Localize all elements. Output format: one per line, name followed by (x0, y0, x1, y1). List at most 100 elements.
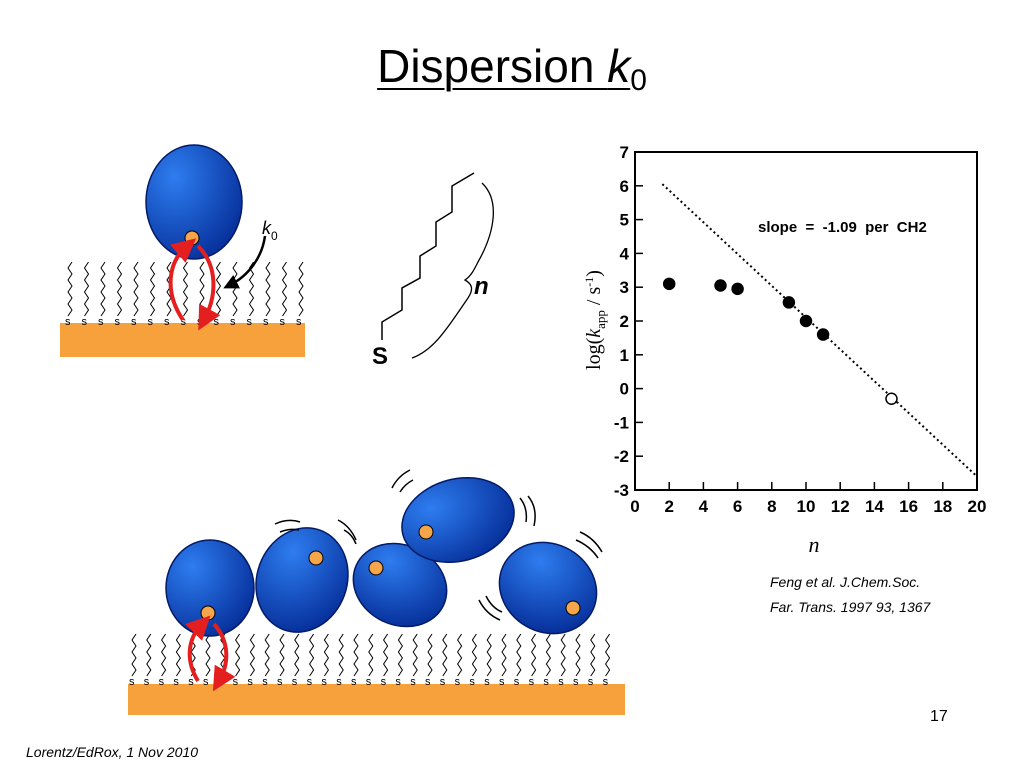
alkyl-chain (160, 633, 167, 677)
anchor-atom: s (484, 676, 490, 688)
protein-bound (165, 539, 255, 637)
anchor-atom: s (588, 676, 594, 688)
alkyl-chain (83, 261, 90, 317)
alkyl-chain (133, 261, 139, 317)
anchor-atom: s (543, 676, 549, 688)
anchor-atom: s (336, 676, 342, 688)
alkyl-chain (146, 633, 152, 677)
electron-transfer-arrow-down (196, 244, 221, 331)
anchor-atom: s (321, 676, 327, 688)
alkyl-chain (381, 172, 475, 340)
alkyl-chain (205, 633, 211, 677)
anchor-atom: s (381, 676, 387, 688)
anchor-atom: s (425, 676, 431, 688)
anchor-atom: s (233, 676, 239, 688)
y-tick-label: 1 (620, 346, 629, 365)
alkyl-chain (471, 633, 478, 677)
y-tick-label: 5 (620, 211, 629, 230)
alkyl-chain (279, 633, 285, 677)
slide-number: 17 (930, 708, 948, 725)
alkyl-chain (382, 633, 389, 677)
alkyl-chain (353, 633, 359, 677)
anchor-atom: s (148, 316, 154, 328)
anchor-atom: s (131, 316, 137, 328)
x-tick-label: 2 (664, 497, 673, 516)
anchor-atom: s (188, 676, 194, 688)
data-point (782, 296, 796, 309)
y-axis-label: log(kapp / s-1) (582, 270, 608, 370)
anchor-atom: s (277, 676, 283, 688)
alkyl-chain (100, 261, 106, 317)
anchor-atom: s (280, 316, 286, 328)
alkyl-chain (182, 261, 189, 317)
data-points (662, 277, 898, 405)
x-tick-label: 20 (968, 497, 987, 516)
substrate-top (60, 323, 305, 357)
slope-annotation: slope = -1.09 per CH2 (758, 219, 927, 236)
x-tick-label: 16 (899, 497, 918, 516)
anchor-atom: s (263, 316, 269, 328)
alkyl-chain (604, 633, 611, 677)
anchor-atom: s (247, 676, 253, 688)
alkyl-chain (308, 633, 315, 677)
heme-site (565, 600, 581, 616)
anchor-atom: s (159, 676, 165, 688)
alkyl-chain (234, 633, 241, 677)
heme-site (200, 605, 216, 621)
alkyl-chain (232, 261, 238, 317)
chain-length-label: n (474, 273, 489, 300)
x-tick-label: 18 (933, 497, 952, 516)
alkyl-chain (248, 261, 255, 317)
heme-site (368, 560, 384, 576)
heme-site (184, 230, 200, 246)
anchor-atom: s (307, 676, 313, 688)
y-tick-label: -3 (614, 481, 629, 500)
data-point-open (885, 392, 898, 405)
anchor-atom: s (144, 676, 150, 688)
anchor-atom: s (351, 676, 357, 688)
y-axis: 7 6 5 4 3 2 1 0 -1 -2 -3 (614, 143, 643, 500)
y-tick-label: 7 (620, 143, 629, 162)
anchor-atom: s (440, 676, 446, 688)
y-tick-label: 3 (620, 278, 629, 297)
anchor-atom: s (214, 316, 220, 328)
rate-label: k0 (262, 218, 278, 243)
data-point (799, 314, 813, 328)
anchor-atom: s (181, 316, 187, 328)
alkyl-chain (456, 633, 463, 677)
data-point (662, 277, 676, 291)
alkyl-chain (368, 633, 374, 677)
anchor-atom: s (469, 676, 475, 688)
anchor-atom: s (262, 676, 268, 688)
anchor-atom: s (98, 316, 104, 328)
alkyl-chain (149, 261, 156, 317)
slide-title: Dispersion k0 (0, 36, 1024, 111)
alkyl-chain (294, 633, 300, 677)
y-tick-label: -1 (614, 413, 629, 432)
anchor-atom: s (603, 676, 609, 688)
citation-line-2: Far. Trans. 1997 93, 1367 (770, 599, 931, 615)
y-tick-label: 0 (620, 380, 629, 399)
anchor-atom: s (292, 676, 298, 688)
alkyl-chain (397, 633, 404, 677)
y-tick-label: -2 (614, 447, 629, 466)
anchor-atom: s (366, 676, 372, 688)
y-tick-label: 4 (620, 244, 630, 263)
anchor-atom: s (203, 676, 209, 688)
heme-site (418, 524, 434, 540)
alkyl-chain (131, 633, 137, 677)
heme-site (308, 550, 324, 566)
footer-credit: Lorentz/EdRox, 1 Nov 2010 (26, 744, 198, 760)
alkyl-chain (264, 633, 270, 677)
thiol-chain-diagram: S n (372, 172, 494, 370)
anchor-atom: s (296, 316, 302, 328)
data-point (816, 328, 830, 341)
motion-lines (274, 469, 603, 621)
alkyl-chain (545, 633, 552, 677)
alkyl-chain (412, 633, 418, 677)
x-tick-label: 4 (699, 497, 709, 516)
